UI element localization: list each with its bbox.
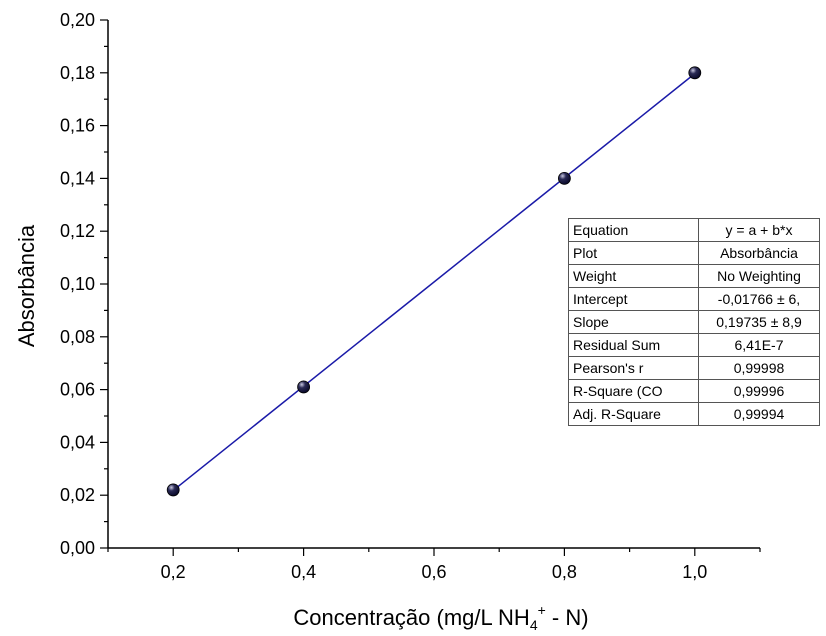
fit-table-key: Equation [568, 218, 699, 242]
x-tick-label: 0,4 [291, 562, 316, 582]
y-tick-label: 0,00 [60, 538, 95, 558]
y-tick-label: 0,14 [60, 168, 95, 188]
x-tick-label: 0,2 [161, 562, 186, 582]
x-axis-title: Concentração (mg/L NH4+ - N) [293, 602, 588, 633]
fit-table-key: Intercept [568, 287, 699, 311]
fit-table-value: 0,99998 [698, 356, 820, 380]
x-axis-title-tail: - N) [546, 605, 589, 630]
y-axis-title: Absorbância [14, 224, 39, 347]
fit-table-row: R-Square (CO 0,99996 [568, 379, 820, 403]
fit-table-row: Equation y = a + b*x [568, 218, 820, 242]
y-axis-ticks: 0,00 0,02 0,04 0,06 0,08 0,10 0,12 0,14 0,16 0,18… [60, 10, 108, 558]
y-tick-label: 0,10 [60, 274, 95, 294]
fit-table-row: Residual Sum 6,41E-7 [568, 333, 820, 357]
data-points [166, 66, 702, 497]
fit-table-key: Plot [568, 241, 699, 265]
x-tick-label: 0,6 [421, 562, 446, 582]
fit-table-key: R-Square (CO [568, 379, 699, 403]
fit-table-value: 0,99996 [698, 379, 820, 403]
y-tick-label: 0,18 [60, 63, 95, 83]
y-tick-label: 0,20 [60, 10, 95, 30]
x-axis-ticks: 0,2 0,4 0,6 0,8 1,0 [107, 548, 761, 582]
data-point [297, 380, 311, 394]
y-tick-label: 0,12 [60, 221, 95, 241]
fit-table-key: Residual Sum [568, 333, 699, 357]
fit-table-value: No Weighting [698, 264, 820, 288]
fit-table-row: Weight No Weighting [568, 264, 820, 288]
x-tick-label: 1,0 [682, 562, 707, 582]
fit-table-row: Pearson's r 0,99998 [568, 356, 820, 380]
x-tick-label: 0,8 [552, 562, 577, 582]
fit-table-key: Weight [568, 264, 699, 288]
fit-line-group [172, 73, 696, 492]
y-tick-label: 0,08 [60, 327, 95, 347]
fit-table-key: Slope [568, 310, 699, 334]
fit-table-value: y = a + b*x [698, 218, 820, 242]
y-tick-label: 0,04 [60, 432, 95, 452]
x-axis-title-superscript: + [538, 602, 546, 618]
fit-table-row: Slope 0,19735 ± 8,9 [568, 310, 820, 334]
fit-table-row: Intercept -0,01766 ± 6, [568, 287, 820, 311]
y-tick-label: 0,06 [60, 380, 95, 400]
x-axis-title-subscript: 4 [530, 617, 538, 633]
x-axis-title-main: Concentração (mg/L NH [293, 605, 529, 630]
y-tick-label: 0,02 [60, 485, 95, 505]
y-tick-label: 0,16 [60, 116, 95, 136]
fit-table-value: Absorbância [698, 241, 820, 265]
data-point [688, 66, 702, 80]
data-point [166, 483, 180, 497]
fit-line [172, 73, 696, 492]
fit-table-value: -0,01766 ± 6, [698, 287, 820, 311]
data-point [558, 171, 571, 185]
fit-results-table: Equation y = a + b*x Plot Absorbância Weight… [568, 218, 820, 426]
fit-table-value: 6,41E-7 [698, 333, 820, 357]
fit-table-value: 0,19735 ± 8,9 [698, 310, 820, 334]
fit-table-value: 0,99994 [698, 402, 820, 426]
fit-table-key: Adj. R-Square [568, 402, 699, 426]
fit-table-key: Pearson's r [568, 356, 699, 380]
fit-table-row: Plot Absorbância [568, 241, 820, 265]
fit-table-row: Adj. R-Square 0,99994 [568, 402, 820, 426]
